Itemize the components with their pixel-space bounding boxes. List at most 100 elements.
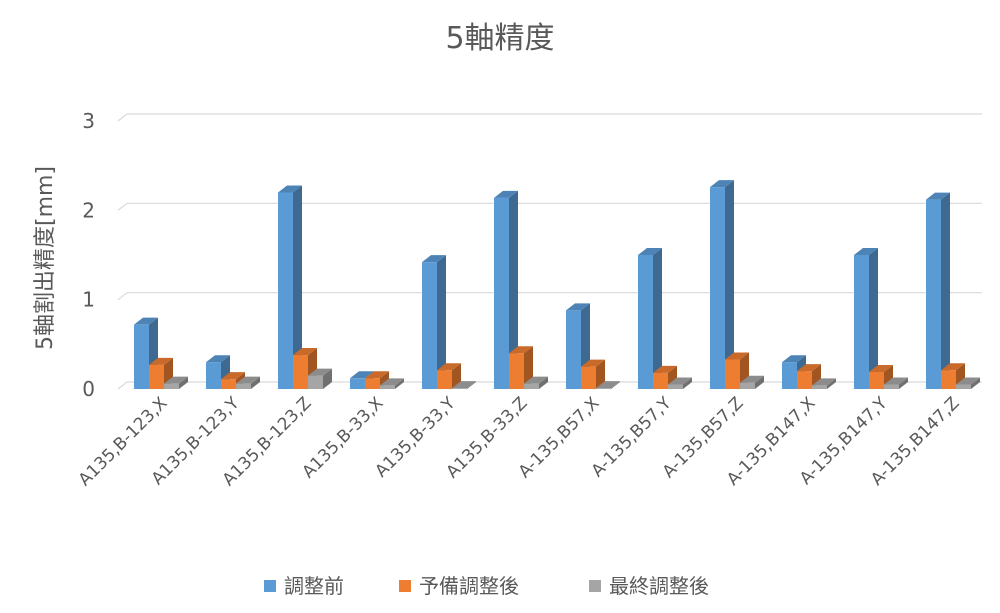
bar-side xyxy=(539,376,548,389)
bar-side xyxy=(725,180,734,389)
gridline-depth xyxy=(117,202,128,211)
bar-front xyxy=(221,379,236,389)
bar xyxy=(581,359,605,389)
bar-front xyxy=(740,382,755,389)
x-axis-ticks: A135,B-123,XA135,B-123,YA135,B-123,ZA135… xyxy=(75,393,964,490)
bar-top xyxy=(566,303,590,311)
bar-top xyxy=(164,376,188,384)
bar-side xyxy=(437,255,446,389)
bar-side xyxy=(251,376,260,389)
bar-top xyxy=(221,372,245,380)
bar-top xyxy=(782,355,806,363)
bar-front xyxy=(293,355,308,389)
bar-top xyxy=(524,376,548,384)
y-tick-label: 1 xyxy=(82,288,95,312)
y-tick-label: 3 xyxy=(82,109,95,133)
bar xyxy=(797,364,821,389)
bar-front xyxy=(884,384,899,389)
bar-front xyxy=(422,262,437,389)
y-tick-label: 0 xyxy=(82,377,95,401)
bar-top xyxy=(380,378,404,386)
bar-top xyxy=(278,185,302,193)
bar xyxy=(524,376,548,389)
legend-item: 最終調整後 xyxy=(589,574,709,598)
gridline-depth xyxy=(117,113,128,122)
bar-front xyxy=(638,255,653,389)
bar-top xyxy=(350,371,374,379)
legend-swatch xyxy=(264,580,276,592)
bar-top xyxy=(812,378,836,386)
bar-front xyxy=(452,388,467,389)
bar-front xyxy=(581,366,596,389)
bar xyxy=(812,378,836,389)
bar-side xyxy=(827,378,836,389)
bar-side xyxy=(971,377,980,389)
bar-side xyxy=(869,248,878,389)
bar-side xyxy=(452,363,461,389)
bar-top xyxy=(236,376,260,384)
bar-front xyxy=(926,199,941,389)
bar-front xyxy=(869,372,884,389)
bar-front xyxy=(524,383,539,389)
bar-top xyxy=(149,357,173,365)
legend-swatch xyxy=(399,580,411,592)
bar-top xyxy=(926,192,950,200)
bar-front xyxy=(164,383,179,389)
bar-front xyxy=(710,187,725,389)
bar-side xyxy=(941,192,950,389)
bar-side xyxy=(611,381,620,389)
bar-top xyxy=(668,377,692,385)
bar-top xyxy=(941,363,965,371)
legend-swatch xyxy=(589,580,601,592)
bar xyxy=(452,381,476,389)
bars xyxy=(134,180,980,389)
bar-front xyxy=(509,353,524,389)
bar-front xyxy=(668,384,683,389)
legend-label: 調整前 xyxy=(284,574,344,598)
bar-side xyxy=(755,375,764,389)
bar xyxy=(926,192,950,389)
bar-top xyxy=(134,317,158,325)
bar-top xyxy=(293,348,317,356)
bar-front xyxy=(797,371,812,389)
bar-front xyxy=(956,384,971,389)
bar xyxy=(653,365,677,389)
legend-item: 調整前 xyxy=(264,574,344,598)
bar-side xyxy=(899,377,908,389)
bar xyxy=(509,346,533,389)
bar-top xyxy=(740,375,764,383)
bar-top xyxy=(854,248,878,255)
bar-front xyxy=(308,375,323,389)
bar-top xyxy=(869,365,893,373)
bar-front xyxy=(380,385,395,389)
bar-front xyxy=(437,370,452,389)
bar-front xyxy=(782,362,797,389)
bar-top xyxy=(710,180,734,188)
bar-top xyxy=(509,346,533,354)
bar-front xyxy=(236,383,251,389)
gridline-depth xyxy=(117,381,128,390)
y-tick-label: 2 xyxy=(82,198,95,222)
y-axis-ticks: 0 1 2 3 xyxy=(82,109,95,401)
legend-label: 予備調整後 xyxy=(419,574,519,598)
bar xyxy=(854,248,878,389)
bar-top xyxy=(308,368,332,376)
bar-front xyxy=(494,197,509,389)
bar xyxy=(956,377,980,389)
bar-top xyxy=(956,377,980,385)
bar xyxy=(596,381,620,389)
bar-front xyxy=(350,378,365,389)
bar-front xyxy=(596,388,611,389)
bar xyxy=(164,376,188,389)
bar-front xyxy=(134,324,149,389)
bar xyxy=(884,377,908,389)
bar-top xyxy=(797,364,821,372)
bar-top xyxy=(725,352,749,360)
gridlines xyxy=(117,113,982,390)
y-axis-label: 5軸割出精度[mm] xyxy=(33,166,58,350)
bar-top xyxy=(365,371,389,379)
bar xyxy=(668,377,692,389)
bar-side xyxy=(323,368,332,389)
bar xyxy=(380,378,404,389)
